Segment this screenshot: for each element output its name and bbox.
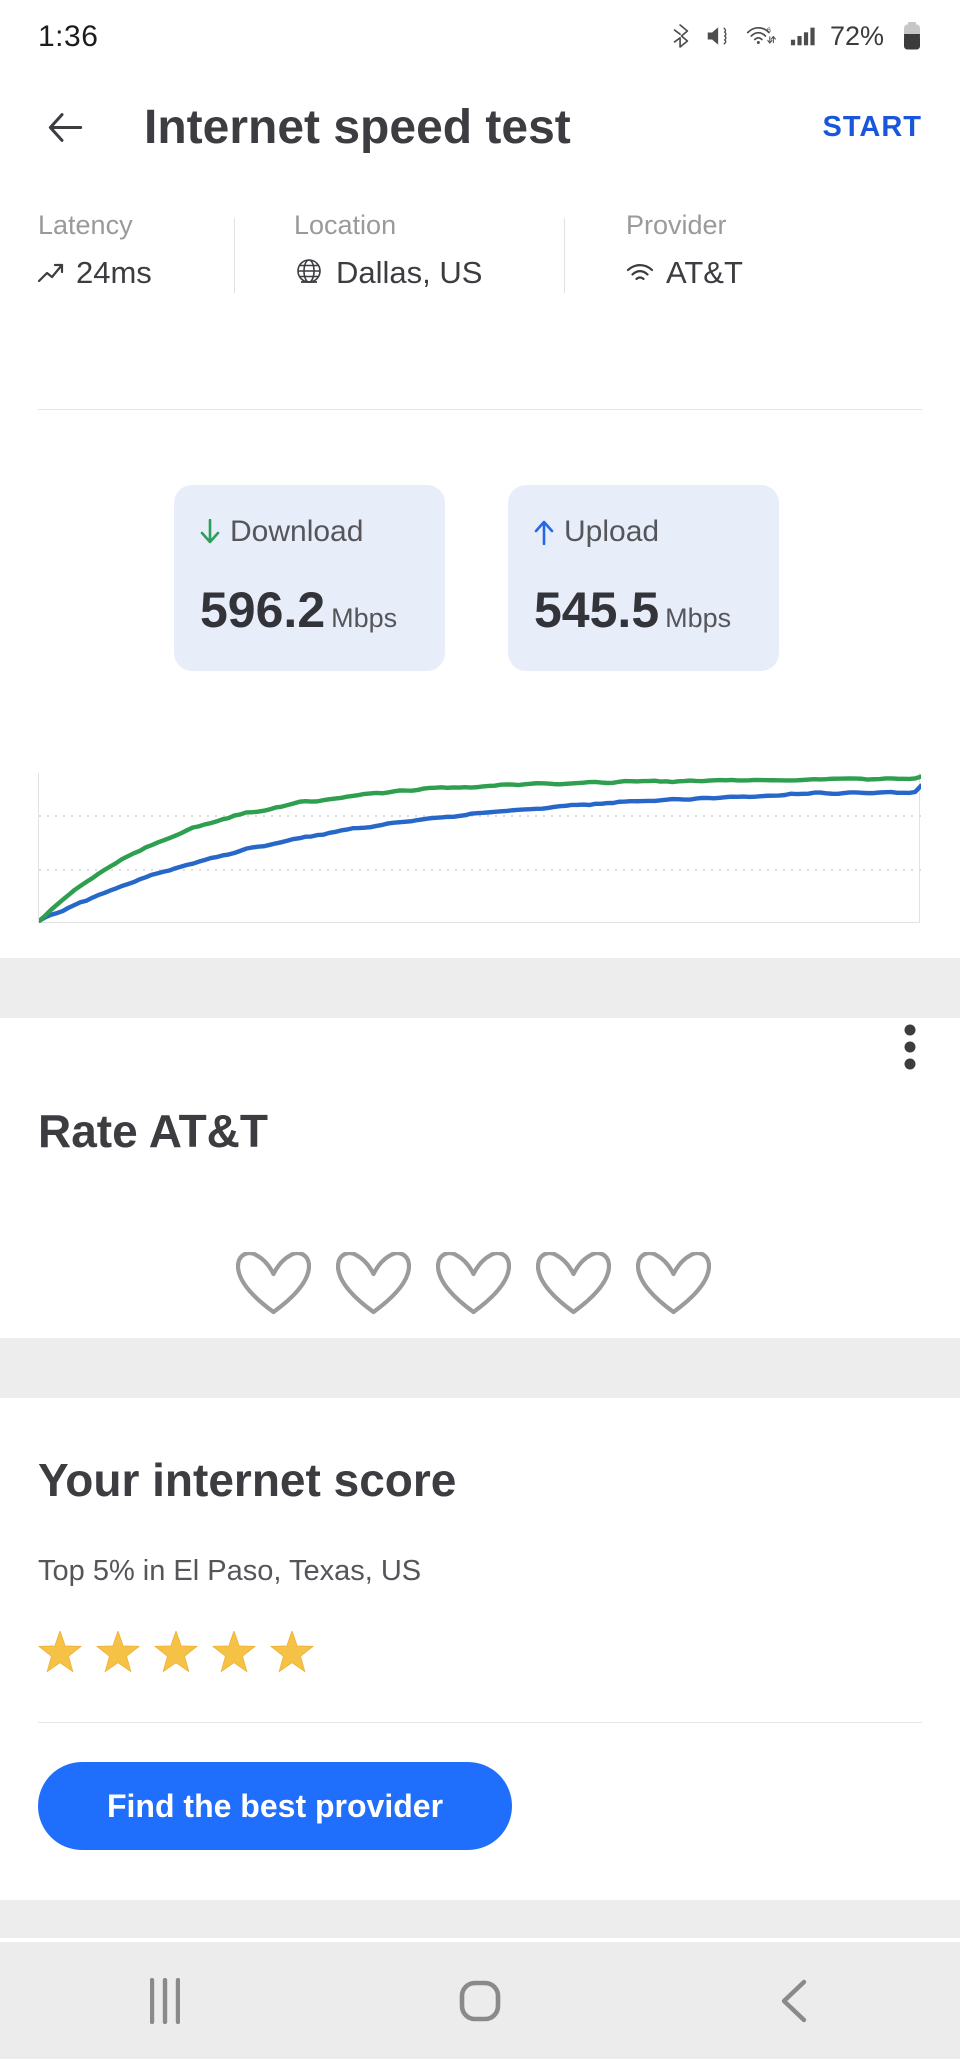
svg-text:6: 6	[767, 25, 771, 34]
